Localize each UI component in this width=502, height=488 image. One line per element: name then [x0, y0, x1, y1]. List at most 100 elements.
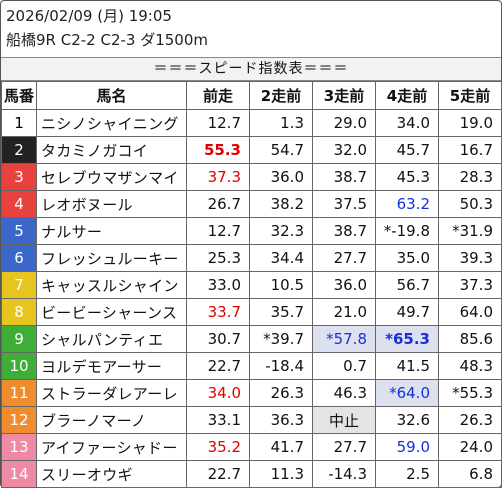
horse-number: 9 — [1, 325, 37, 353]
speed-index-value: 21.0 — [312, 298, 376, 326]
speed-index-value: 36.0 — [312, 271, 376, 299]
speed-index-value: *65.3 — [375, 325, 439, 353]
speed-index-value: *39.7 — [249, 325, 313, 353]
speed-index-value: 0.7 — [312, 352, 376, 380]
speed-index-value: -18.4 — [249, 352, 313, 380]
horse-number: 8 — [1, 298, 37, 326]
speed-index-value: 35.7 — [249, 298, 313, 326]
race-info-label: 船橋9R C2-2 C2-3 ダ1500m — [6, 31, 209, 49]
table-header-row: 馬番 馬名 前走 2走前 3走前 4走前 5走前 — [1, 81, 502, 110]
horse-number: 5 — [1, 217, 37, 245]
speed-index-value: 34.0 — [186, 379, 250, 407]
horse-name: ヨルデモアーサー — [36, 352, 187, 380]
speed-index-value: 12.7 — [186, 217, 250, 245]
horse-name: スリーオウギ — [36, 460, 187, 488]
speed-index-value: *55.3 — [438, 379, 502, 407]
speed-index-value: 26.7 — [186, 190, 250, 218]
horse-name: ニシノシャイニング — [36, 109, 187, 137]
speed-index-value: 45.7 — [375, 136, 439, 164]
speed-index-value: 10.5 — [249, 271, 313, 299]
speed-index-value: 35.2 — [186, 433, 250, 461]
speed-index-value: 2.5 — [375, 460, 439, 488]
column-header-number: 馬番 — [1, 81, 37, 110]
table-row: 4 レオボヌール 26.7 38.2 37.5 63.2 50.3 — [1, 190, 502, 218]
speed-index-value: *57.8 — [312, 325, 376, 353]
speed-index-value: 37.3 — [186, 163, 250, 191]
speed-index-value: 27.7 — [312, 433, 376, 461]
speed-index-value: 33.1 — [186, 406, 250, 434]
speed-index-value: 45.3 — [375, 163, 439, 191]
horse-number: 11 — [1, 379, 37, 407]
table-row: 3 セレブウマザンマイ 37.3 36.0 38.7 45.3 28.3 — [1, 163, 502, 191]
horse-number: 12 — [1, 406, 37, 434]
speed-index-value: 38.7 — [312, 163, 376, 191]
speed-index-value: 39.3 — [438, 244, 502, 272]
speed-index-value: 55.3 — [186, 136, 250, 164]
speed-index-value: 41.7 — [249, 433, 313, 461]
horse-number: 13 — [1, 433, 37, 461]
speed-index-value: 中止 — [312, 406, 376, 434]
horse-name: ブラーノマーノ — [36, 406, 187, 434]
speed-index-value: -14.3 — [312, 460, 376, 488]
horse-name: ビービーシャーンス — [36, 298, 187, 326]
speed-index-value: 48.3 — [438, 352, 502, 380]
column-header-4prev: 4走前 — [375, 81, 439, 110]
table-row: 14 スリーオウギ 22.7 11.3 -14.3 2.5 6.8 — [1, 460, 502, 488]
column-header-3prev: 3走前 — [312, 81, 376, 110]
horse-number: 14 — [1, 460, 37, 488]
horse-name: アイファーシャドー — [36, 433, 187, 461]
table-row: 13 アイファーシャドー 35.2 41.7 27.7 59.0 24.0 — [1, 433, 502, 461]
speed-index-value: 24.0 — [438, 433, 502, 461]
speed-index-value: 12.7 — [186, 109, 250, 137]
speed-index-value: 32.6 — [375, 406, 439, 434]
speed-index-value: 54.7 — [249, 136, 313, 164]
horse-name: セレブウマザンマイ — [36, 163, 187, 191]
speed-index-value: 28.3 — [438, 163, 502, 191]
speed-index-value: 22.7 — [186, 460, 250, 488]
horse-number: 1 — [1, 109, 37, 137]
horse-name: フレッシュルーキー — [36, 244, 187, 272]
table-row: 2 タカミノガコイ 55.3 54.7 32.0 45.7 16.7 — [1, 136, 502, 164]
table-row: 10 ヨルデモアーサー 22.7 -18.4 0.7 41.5 48.3 — [1, 352, 502, 380]
speed-index-value: 50.3 — [438, 190, 502, 218]
speed-index-value: *64.0 — [375, 379, 439, 407]
speed-index-value: *31.9 — [438, 217, 502, 245]
table-row: 6 フレッシュルーキー 25.3 34.4 27.7 35.0 39.3 — [1, 244, 502, 272]
horse-name: ナルサー — [36, 217, 187, 245]
speed-index-value: 41.5 — [375, 352, 439, 380]
speed-index-value: 25.3 — [186, 244, 250, 272]
speed-index-value: 32.0 — [312, 136, 376, 164]
column-header-5prev: 5走前 — [438, 81, 502, 110]
table-row: 7 キャッスルシャイン 33.0 10.5 36.0 56.7 37.3 — [1, 271, 502, 299]
speed-index-value: 33.7 — [186, 298, 250, 326]
column-header-name: 馬名 — [36, 81, 187, 110]
speed-index-value: 16.7 — [438, 136, 502, 164]
horse-name: ストラーダレアーレ — [36, 379, 187, 407]
speed-index-value: 46.3 — [312, 379, 376, 407]
speed-index-value: 6.8 — [438, 460, 502, 488]
table-title: ＝＝＝スピード指数表＝＝＝ — [1, 57, 501, 81]
column-header-last: 前走 — [186, 81, 250, 110]
speed-index-value: 38.2 — [249, 190, 313, 218]
horse-number: 3 — [1, 163, 37, 191]
horse-number: 7 — [1, 271, 37, 299]
speed-index-value: 33.0 — [186, 271, 250, 299]
speed-index-value: 38.7 — [312, 217, 376, 245]
speed-index-value: 35.0 — [375, 244, 439, 272]
speed-index-value: 29.0 — [312, 109, 376, 137]
speed-index-value: 34.4 — [249, 244, 313, 272]
table-row: 1 ニシノシャイニング 12.7 1.3 29.0 34.0 19.0 — [1, 109, 502, 137]
horse-number: 4 — [1, 190, 37, 218]
speed-index-value: 11.3 — [249, 460, 313, 488]
horse-name: キャッスルシャイン — [36, 271, 187, 299]
horse-number: 6 — [1, 244, 37, 272]
speed-index-value: 37.3 — [438, 271, 502, 299]
speed-index-value: 34.0 — [375, 109, 439, 137]
horse-name: シャルパンティエ — [36, 325, 187, 353]
datetime-label: 2026/02/09 (月) 19:05 — [6, 7, 172, 25]
speed-index-value: 26.3 — [438, 406, 502, 434]
table-body: 1 ニシノシャイニング 12.7 1.3 29.0 34.0 19.0 2 タカミノガコイ 55.… — [1, 109, 502, 488]
table-row: 5 ナルサー 12.7 32.3 38.7 *-19.8 *31.9 — [1, 217, 502, 245]
speed-index-value: 1.3 — [249, 109, 313, 137]
speed-index-table: 馬番 馬名 前走 2走前 3走前 4走前 5走前 1 ニシノシャイニング 12.7 1… — [1, 81, 502, 488]
